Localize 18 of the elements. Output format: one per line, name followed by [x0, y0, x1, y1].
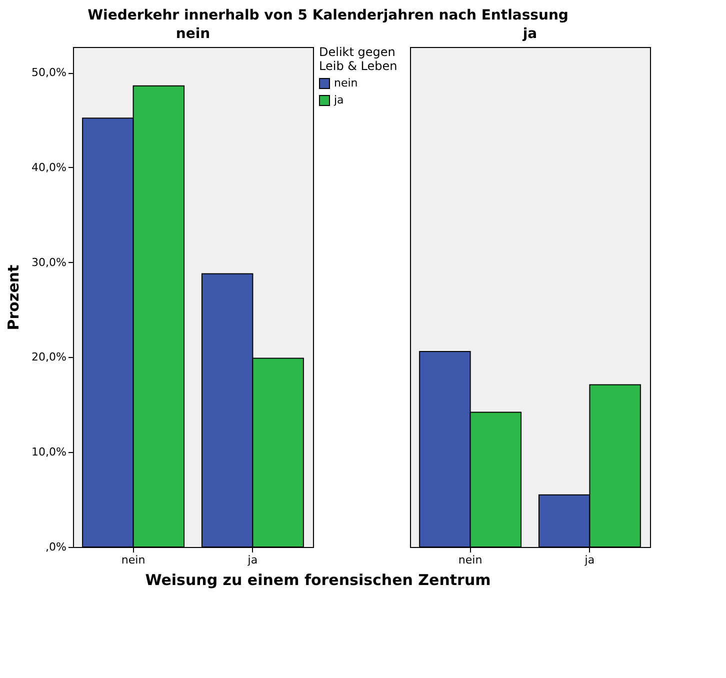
y-tick-label: 40,0%	[32, 160, 66, 174]
legend-label: ja	[333, 94, 344, 106]
legend-label: nein	[334, 76, 358, 90]
x-tick-label: nein	[458, 554, 482, 566]
x-axis-title: Weisung zu einem forensischen Zentrum	[145, 571, 491, 589]
y-tick-label: 10,0%	[32, 446, 66, 459]
chart-title: Wiederkehr innerhalb von 5 Kalenderjahren nach Entlassung	[88, 8, 568, 24]
chart-subtitle: nein	[176, 26, 210, 42]
y-tick-label: 50,0%	[32, 66, 66, 80]
chart-subtitle: ja	[522, 26, 538, 42]
legend-title: Delikt gegen Leib & Leben	[319, 45, 398, 73]
x-tick-label: ja	[584, 554, 595, 566]
x-tick-label: ja	[246, 554, 258, 566]
y-tick-label: ,0%	[46, 540, 66, 554]
y-tick-label: 30,0%	[32, 256, 66, 269]
x-tick-label: nein	[121, 554, 146, 566]
y-axis-title: Prozent	[4, 264, 23, 330]
y-tick-label: 20,0%	[32, 350, 66, 364]
